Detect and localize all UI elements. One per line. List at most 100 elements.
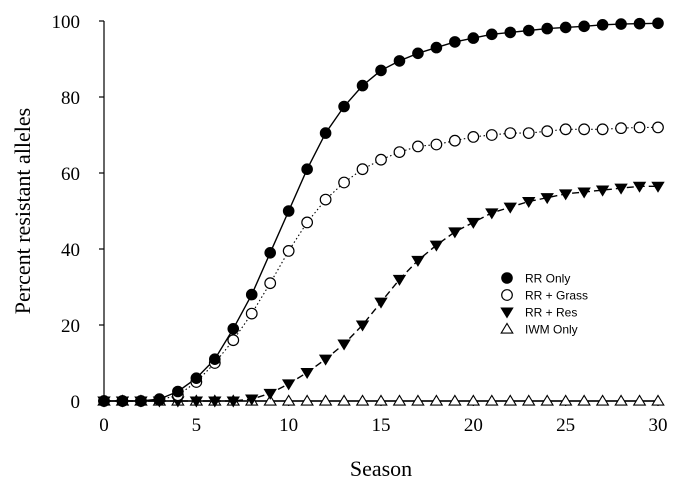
- x-ticks: 0 5 10 15 20 25 30: [99, 401, 668, 436]
- data-point-rr-only: [264, 247, 277, 259]
- data-point-rr-grass: [264, 277, 277, 290]
- legend: RR Only RR + Grass RR + Res IWM Only: [500, 272, 588, 337]
- data-point-rr-res: [318, 354, 333, 366]
- legend-marker-rr-grass: [501, 289, 513, 301]
- y-tick-label: 40: [61, 240, 80, 261]
- y-tick-label: 80: [61, 88, 80, 109]
- legend-label-rr-res: RR + Res: [525, 306, 577, 320]
- legend-label-rr-only: RR Only: [525, 272, 570, 286]
- y-tick-label: 100: [52, 12, 81, 33]
- x-tick-label: 30: [649, 415, 668, 436]
- x-tick-label: 10: [279, 415, 298, 436]
- data-point-rr-res: [522, 196, 536, 208]
- data-point-rr-only: [338, 100, 350, 113]
- data-point-iwm-only: [374, 394, 388, 406]
- data-point-rr-res: [503, 202, 517, 214]
- data-point-rr-only: [596, 19, 609, 31]
- x-tick-label: 20: [464, 415, 483, 436]
- legend-marker-rr-res: [500, 307, 514, 319]
- data-point-rr-only: [375, 64, 387, 77]
- data-point-iwm-only: [355, 394, 370, 406]
- data-point-rr-grass: [541, 125, 554, 138]
- data-point-rr-only: [522, 24, 535, 37]
- data-point-iwm-only: [632, 394, 647, 406]
- y-axis-title: Percent resistant alleles: [10, 108, 35, 314]
- data-point-rr-grass: [393, 146, 406, 159]
- x-tick-label: 15: [372, 415, 391, 436]
- data-point-rr-grass: [227, 334, 240, 347]
- data-point-rr-res: [337, 339, 351, 351]
- data-point-rr-only: [578, 20, 590, 33]
- data-point-rr-grass: [319, 193, 332, 206]
- data-point-rr-only: [227, 323, 240, 335]
- data-point-rr-grass: [652, 121, 664, 134]
- series-line-rr-only: [104, 22, 659, 402]
- data-point-rr-res: [245, 394, 259, 406]
- data-point-rr-res: [540, 193, 554, 205]
- data-point-rr-only: [486, 28, 498, 41]
- data-point-iwm-only: [318, 394, 333, 406]
- data-point-rr-only: [467, 32, 480, 44]
- data-point-iwm-only: [300, 394, 314, 406]
- x-tick-label: 5: [192, 415, 202, 436]
- data-point-iwm-only: [466, 394, 481, 406]
- data-point-rr-grass: [615, 122, 627, 135]
- data-point-rr-grass: [448, 134, 461, 147]
- data-point-rr-res: [466, 217, 481, 229]
- data-point-rr-only: [116, 395, 129, 407]
- data-point-rr-only: [449, 36, 461, 48]
- legend-label-iwm-only: IWM Only: [525, 323, 578, 337]
- data-point-rr-res: [595, 185, 610, 197]
- data-point-rr-only: [190, 372, 203, 385]
- y-tick-label: 60: [61, 164, 80, 185]
- data-point-iwm-only: [614, 394, 628, 406]
- y-tick-label: 0: [71, 392, 81, 413]
- data-point-rr-only: [393, 55, 406, 67]
- data-point-rr-res: [485, 208, 499, 220]
- data-point-rr-res: [577, 187, 591, 199]
- data-point-rr-only: [652, 17, 664, 30]
- data-point-rr-grass: [485, 129, 498, 141]
- data-point-rr-only: [412, 47, 424, 60]
- plot-area: 0 5 10 15 20 25 30 0 20 40 60 80 100: [52, 12, 668, 436]
- data-point-rr-res: [226, 396, 240, 408]
- data-point-iwm-only: [263, 394, 277, 406]
- data-point-rr-grass: [282, 244, 295, 257]
- data-point-iwm-only: [429, 394, 444, 406]
- data-point-rr-res: [189, 396, 204, 408]
- x-tick-label: 0: [99, 415, 109, 436]
- data-point-rr-grass: [338, 176, 350, 189]
- data-point-rr-only: [430, 41, 443, 54]
- data-point-rr-only: [153, 393, 166, 405]
- data-point-rr-res: [281, 379, 296, 391]
- data-point-iwm-only: [337, 394, 351, 406]
- data-point-rr-res: [392, 274, 407, 286]
- data-point-rr-res: [263, 388, 277, 400]
- data-point-iwm-only: [503, 394, 518, 406]
- data-point-rr-grass: [301, 216, 314, 229]
- data-point-rr-res: [429, 240, 444, 252]
- data-point-iwm-only: [448, 394, 462, 406]
- data-point-rr-only: [559, 21, 572, 34]
- series-lines: [104, 22, 659, 402]
- data-point-rr-only: [209, 353, 221, 366]
- data-point-rr-grass: [467, 130, 480, 143]
- data-point-rr-only: [633, 17, 646, 30]
- data-point-rr-grass: [504, 127, 517, 140]
- x-tick-label: 25: [556, 415, 575, 436]
- data-point-rr-only: [504, 26, 517, 39]
- data-point-rr-grass: [245, 307, 258, 320]
- data-point-rr-res: [300, 367, 314, 379]
- data-point-rr-grass: [412, 140, 424, 153]
- data-point-rr-res: [632, 181, 647, 193]
- data-point-iwm-only: [540, 394, 554, 406]
- data-point-rr-only: [541, 22, 554, 35]
- series-points: [97, 17, 665, 408]
- data-point-rr-res: [448, 227, 462, 239]
- data-point-rr-grass: [578, 123, 591, 136]
- data-point-rr-res: [355, 320, 370, 332]
- data-point-rr-only: [615, 18, 627, 30]
- data-point-rr-grass: [375, 153, 387, 166]
- data-point-rr-grass: [633, 121, 646, 134]
- data-point-rr-res: [374, 297, 388, 309]
